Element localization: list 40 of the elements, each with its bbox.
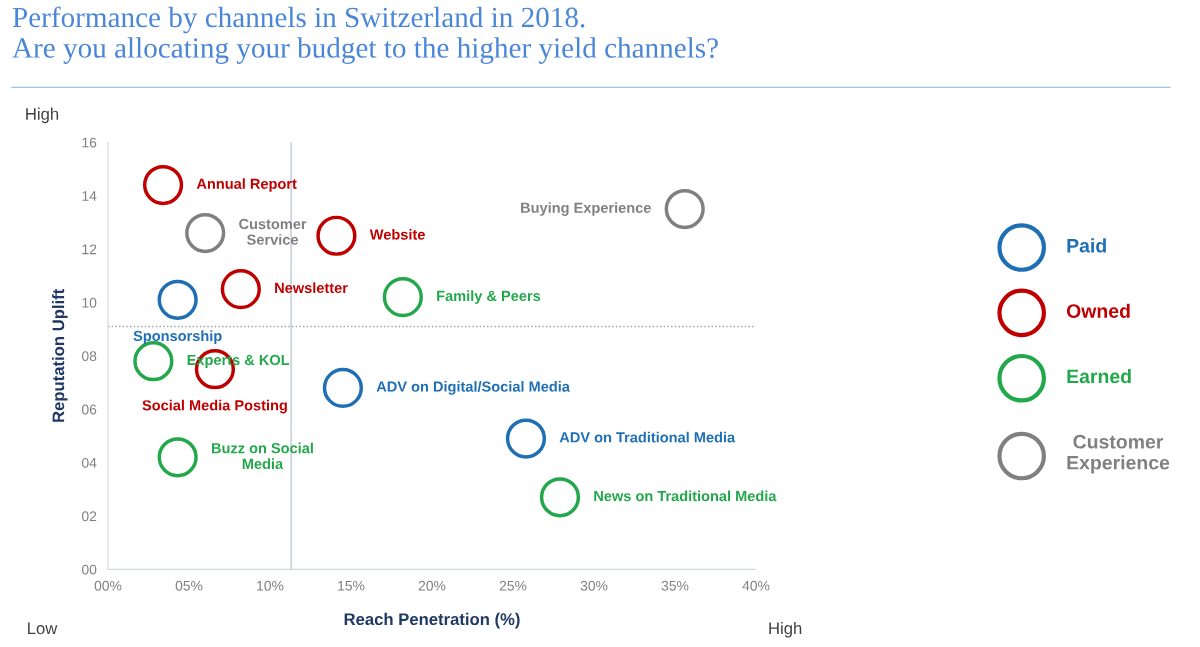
annotation: ADV on Traditional Media [559,431,736,443]
text: High [769,621,802,638]
annotation: Buying Experience [521,202,651,216]
legend-label: Paid [1067,238,1106,253]
y-tick-label: 16 [82,137,97,148]
y-tick-label: 02 [81,511,97,522]
x-tick-label: 00% [94,580,122,591]
y-tick-label: 04 [81,457,97,468]
y-tick-label: 14 [82,191,97,201]
legend-label: Customer Experience [1067,434,1170,474]
y-tick-label: 10 [82,297,97,308]
x-tick-label: 30% [580,580,608,591]
annotation: ADV on Digital/Social Media [376,381,570,395]
annotation: Social Media Posting [142,399,287,414]
annotation: Family & Peers [437,290,541,304]
annotation: Sponsorship [133,330,222,344]
x-tick-label: 15% [338,580,365,591]
y-tick-label: 12 [82,244,97,255]
x-tick-label: 35% [661,580,689,591]
annotation: Buzz on Social Media [211,442,313,470]
y-axis-title: Reputation Uplift [52,288,68,422]
y-tick-label: 06 [81,404,97,415]
x-axis-title: Reach Penetration (%) [344,612,520,629]
legend-label: Owned [1066,303,1130,318]
y-tick-label: 08 [81,351,97,362]
annotation: Annual Report [196,178,297,192]
x-tick-label: 40% [742,580,770,591]
y-tick-label: 00 [81,564,97,575]
annotation: News on Traditional Media [594,490,777,502]
chart-title: Performance by channels in Switzerland in 2018. Are you allocating your budget to the higher yield channels? [12,6,718,64]
annotation: Newsletter [275,282,348,294]
text: Low [28,622,58,635]
legend-label: Earned [1067,368,1131,384]
x-tick-label: 10% [257,580,284,591]
x-tick-label: 20% [418,580,446,591]
annotation: Website [369,228,425,240]
x-tick-label: 25% [499,580,527,591]
annotation: Customer Service [239,218,307,245]
text: High [26,107,59,124]
x-tick-label: 05% [175,580,203,591]
